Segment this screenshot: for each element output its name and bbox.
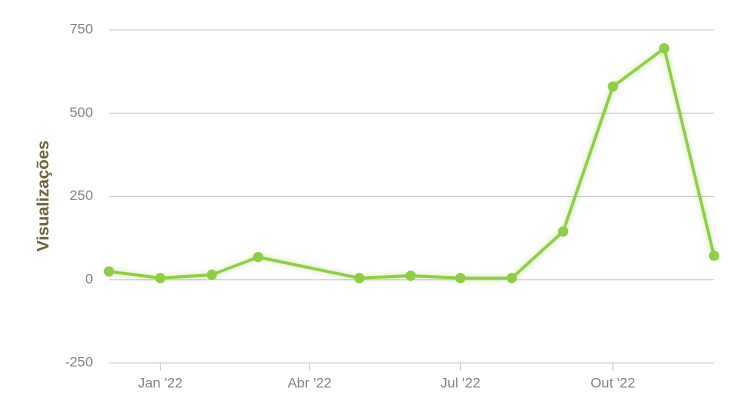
data-points: 2021-12-01: 25 2022-01-01: 5 2022-02-01: 1… — [103, 43, 720, 284]
data-point[interactable]: 2022-07-01: 5 — [455, 272, 466, 284]
x-tick-label: Abr '22 — [288, 375, 332, 391]
data-point[interactable]: 2022-01-01: 5 — [155, 272, 166, 284]
gridlines — [109, 29, 714, 364]
y-tick-label: 0 — [85, 270, 93, 286]
data-point[interactable]: 2022-10-01: 580 — [607, 81, 619, 92]
data-point[interactable]: 2022-09-01: 145 — [557, 226, 569, 237]
data-point[interactable]: 2022-08-01: 5 — [506, 272, 517, 284]
y-tick-label: -250 — [65, 354, 93, 370]
x-tick-label: Jan '22 — [138, 375, 183, 391]
y-tick-label: 750 — [70, 21, 94, 37]
y-tick-label: 250 — [70, 187, 94, 203]
y-tick-label: 500 — [70, 104, 94, 120]
data-point[interactable]: 2022-11-01: 695 — [659, 43, 670, 54]
data-point[interactable]: 2022-03-01: 68 — [252, 251, 264, 263]
x-tick-label: Out '22 — [591, 375, 636, 391]
series-views — [105, 44, 718, 282]
x-tick-label: Jul '22 — [440, 375, 480, 391]
series-line-shadow — [105, 44, 718, 282]
data-point[interactable]: 2022-06-01: 12 — [405, 270, 416, 281]
data-point[interactable]: 2021-12-01: 25 — [103, 266, 115, 277]
x-axis-ticks: Jan '22 Abr '22 Jul '22 Out '22 — [138, 363, 635, 391]
data-point[interactable]: 2022-12-01: 72 — [708, 250, 720, 261]
y-axis-ticks: 750 500 250 0 -250 — [65, 21, 93, 370]
data-point[interactable]: 2022-05-01: 5 — [354, 272, 365, 284]
y-axis-title: Visualizações — [33, 140, 52, 251]
series-line — [107, 46, 716, 280]
data-point[interactable]: 2022-02-01: 15 — [206, 269, 217, 280]
